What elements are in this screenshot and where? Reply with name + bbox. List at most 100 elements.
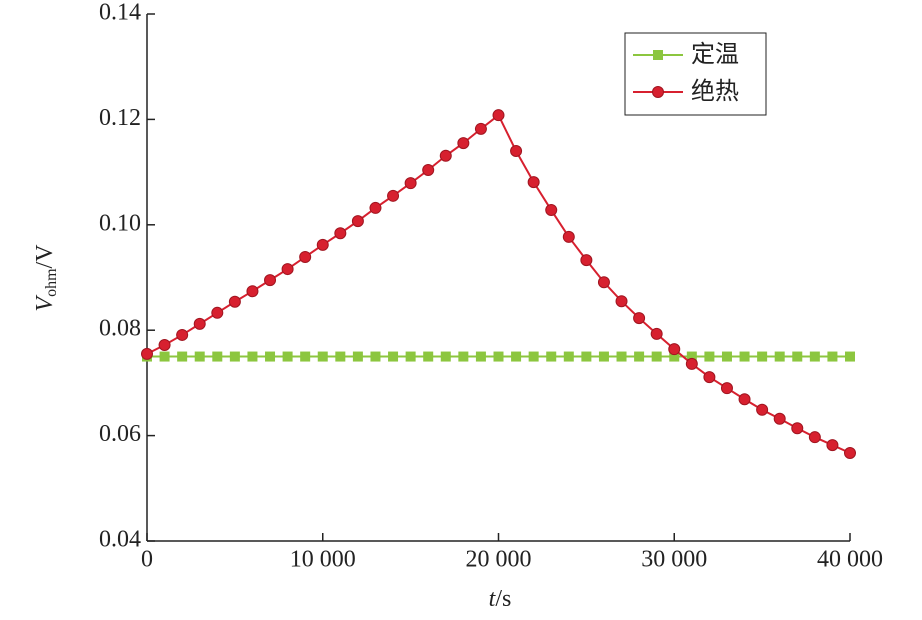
marker xyxy=(668,343,681,356)
marker xyxy=(141,347,153,360)
x-tick-label: 30 000 xyxy=(641,547,707,573)
marker xyxy=(334,227,347,240)
marker xyxy=(685,357,698,370)
marker xyxy=(510,145,523,158)
marker xyxy=(176,328,189,341)
marker xyxy=(774,351,785,362)
marker xyxy=(669,351,680,362)
x-tick-label: 0 xyxy=(141,547,153,573)
marker xyxy=(563,351,574,362)
x-label-unit: /s xyxy=(495,586,511,612)
marker xyxy=(228,295,241,308)
y-tick-label: 0.04 xyxy=(99,527,141,553)
marker xyxy=(211,306,224,319)
marker xyxy=(492,109,505,122)
marker xyxy=(827,351,838,362)
x-label-symbol: t xyxy=(489,586,497,612)
marker xyxy=(423,351,434,362)
marker xyxy=(615,295,628,308)
marker xyxy=(651,351,662,362)
marker xyxy=(422,163,435,176)
x-axis-label: t/s xyxy=(489,586,512,612)
marker xyxy=(457,137,470,150)
y-axis-label: Vohm/V xyxy=(32,244,60,312)
marker xyxy=(493,351,504,362)
marker xyxy=(791,422,804,435)
marker xyxy=(246,285,259,298)
marker xyxy=(475,351,486,362)
marker xyxy=(653,50,663,60)
marker xyxy=(335,351,346,362)
marker xyxy=(299,250,312,263)
marker xyxy=(704,351,715,362)
marker xyxy=(388,351,399,362)
legend-label: 绝热 xyxy=(691,77,739,105)
marker xyxy=(282,351,293,362)
marker xyxy=(598,351,609,362)
y-tick-label: 0.08 xyxy=(99,316,141,342)
marker xyxy=(439,149,452,162)
marker xyxy=(159,351,170,362)
legend-label: 定温 xyxy=(691,40,739,68)
marker xyxy=(809,351,820,362)
marker xyxy=(300,351,311,362)
marker xyxy=(177,351,188,362)
marker xyxy=(792,351,803,362)
marker xyxy=(757,351,768,362)
marker xyxy=(721,351,732,362)
marker xyxy=(738,393,751,406)
marker xyxy=(265,351,276,362)
marker xyxy=(650,327,663,340)
x-tick-label: 10 000 xyxy=(290,547,356,573)
marker xyxy=(351,215,364,228)
marker xyxy=(546,351,557,362)
marker xyxy=(527,176,540,189)
x-tick-label: 40 000 xyxy=(817,547,883,573)
marker xyxy=(264,274,277,287)
marker xyxy=(616,351,627,362)
marker xyxy=(720,382,733,395)
marker xyxy=(528,351,539,362)
marker xyxy=(686,351,697,362)
x-tick-label: 20 000 xyxy=(466,547,532,573)
marker xyxy=(317,351,328,362)
marker xyxy=(808,431,821,444)
marker xyxy=(194,351,205,362)
marker xyxy=(634,351,645,362)
marker xyxy=(370,351,381,362)
marker xyxy=(474,122,487,135)
marker xyxy=(739,351,750,362)
marker xyxy=(845,351,855,362)
marker xyxy=(193,317,206,330)
y-label-subscript: ohm xyxy=(43,268,60,297)
marker xyxy=(369,201,382,214)
y-label-symbol: V xyxy=(32,295,58,312)
marker xyxy=(247,351,258,362)
y-tick-label: 0.12 xyxy=(99,105,141,131)
marker xyxy=(458,351,469,362)
marker xyxy=(405,351,416,362)
marker xyxy=(440,351,451,362)
marker xyxy=(562,230,575,243)
marker xyxy=(597,276,610,289)
legend-box xyxy=(624,32,767,116)
marker xyxy=(212,351,223,362)
y-tick-label: 0.10 xyxy=(99,210,141,236)
marker xyxy=(580,254,593,267)
marker xyxy=(316,238,329,251)
marker xyxy=(826,439,839,452)
marker xyxy=(633,312,646,325)
marker xyxy=(404,177,417,190)
marker xyxy=(281,263,294,276)
marker xyxy=(387,189,400,202)
y-tick-label: 0.14 xyxy=(99,0,141,26)
y-tick-label: 0.06 xyxy=(99,421,141,447)
marker xyxy=(229,351,240,362)
marker xyxy=(652,86,664,98)
marker xyxy=(158,338,171,351)
marker xyxy=(773,412,786,425)
marker xyxy=(703,371,716,384)
y-label-unit: /V xyxy=(32,244,58,269)
marker xyxy=(511,351,522,362)
